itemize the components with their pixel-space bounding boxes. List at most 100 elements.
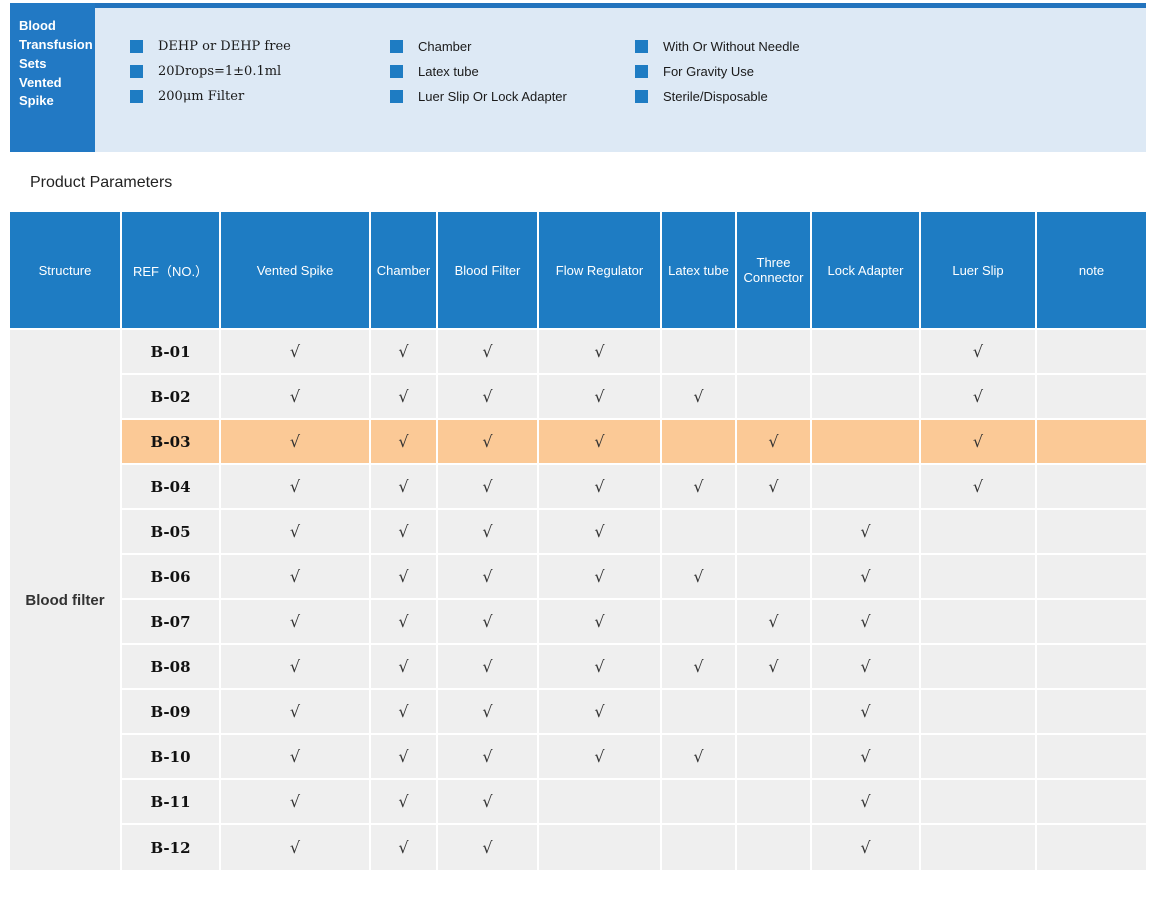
empty-cell [1037,645,1146,690]
check-cell: √ [812,510,921,555]
check-cell: √ [662,465,737,510]
check-cell: √ [371,690,438,735]
feature-label: DEHP or DEHP free [158,39,291,54]
column-header: Luer Slip [921,212,1037,330]
check-cell: √ [921,465,1037,510]
feature-label: Sterile/Disposable [663,89,768,104]
feature-item: Luer Slip Or Lock Adapter [390,88,635,105]
empty-cell [1037,600,1146,645]
bullet-square-icon [635,65,648,78]
ref-cell: B-12 [122,825,221,870]
check-cell: √ [371,825,438,870]
check-cell: √ [438,375,539,420]
empty-cell [1037,690,1146,735]
check-cell: √ [812,825,921,870]
empty-cell [921,555,1037,600]
empty-cell [921,825,1037,870]
check-cell: √ [812,555,921,600]
hero-title: Blood Transfusion Sets Vented Spike [10,3,95,152]
feature-item: With Or Without Needle [635,38,800,55]
check-cell: √ [737,465,812,510]
check-cell: √ [539,465,662,510]
empty-cell [1037,420,1146,465]
check-cell: √ [371,645,438,690]
structure-cell: Blood filter [10,330,122,870]
empty-cell [921,735,1037,780]
check-cell: √ [921,330,1037,375]
feature-item: Sterile/Disposable [635,88,800,105]
check-cell: √ [438,735,539,780]
check-cell: √ [539,510,662,555]
bullet-square-icon [390,65,403,78]
bullet-square-icon [130,90,143,103]
feature-column: Chamber Latex tube Luer Slip Or Lock Adapt… [390,38,635,152]
feature-item: Chamber [390,38,635,55]
check-cell: √ [371,780,438,825]
ref-cell: B-02 [122,375,221,420]
check-cell: √ [438,780,539,825]
empty-cell [737,780,812,825]
check-cell: √ [812,645,921,690]
check-cell: √ [221,825,371,870]
feature-label: Chamber [418,39,472,54]
empty-cell [662,420,737,465]
check-cell: √ [737,420,812,465]
empty-cell [1037,555,1146,600]
ref-cell: B-07 [122,600,221,645]
check-cell: √ [221,690,371,735]
check-cell: √ [539,420,662,465]
ref-cell: B-04 [122,465,221,510]
check-cell: √ [662,735,737,780]
check-cell: √ [662,555,737,600]
empty-cell [921,780,1037,825]
empty-cell [737,330,812,375]
hero-title-line: Blood [19,18,56,33]
bullet-square-icon [390,90,403,103]
empty-cell [662,690,737,735]
parameters-table: Structure REF（NO.） Vented Spike Chamber Bloo… [10,212,1146,870]
empty-cell [737,555,812,600]
check-cell: √ [539,735,662,780]
section-title: Product Parameters [30,174,173,191]
feature-item: 200μm Filter [130,88,390,105]
check-cell: √ [221,375,371,420]
check-cell: √ [371,600,438,645]
empty-cell [662,825,737,870]
column-header: Flow Regulator [539,212,662,330]
check-cell: √ [371,375,438,420]
check-cell: √ [438,825,539,870]
check-cell: √ [737,645,812,690]
check-cell: √ [371,735,438,780]
feature-label: Luer Slip Or Lock Adapter [418,89,567,104]
ref-cell: B-06 [122,555,221,600]
check-cell: √ [221,510,371,555]
empty-cell [662,330,737,375]
check-cell: √ [438,465,539,510]
check-cell: √ [221,420,371,465]
bullet-square-icon [390,40,403,53]
empty-cell [539,825,662,870]
feature-label: With Or Without Needle [663,39,800,54]
check-cell: √ [812,780,921,825]
empty-cell [737,375,812,420]
check-cell: √ [737,600,812,645]
empty-cell [737,735,812,780]
empty-cell [737,825,812,870]
hero-title-line: Sets [19,55,47,71]
empty-cell [1037,375,1146,420]
check-cell: √ [539,645,662,690]
check-cell: √ [438,420,539,465]
feature-column: DEHP or DEHP free 20Drops=1±0.1ml 200μm Fi… [130,38,390,152]
empty-cell [921,645,1037,690]
check-cell: √ [438,510,539,555]
bullet-square-icon [130,65,143,78]
check-cell: √ [921,420,1037,465]
empty-cell [1037,465,1146,510]
feature-label: For Gravity Use [663,64,755,79]
check-cell: √ [539,375,662,420]
check-cell: √ [371,465,438,510]
check-cell: √ [812,690,921,735]
check-cell: √ [539,600,662,645]
check-cell: √ [221,735,371,780]
